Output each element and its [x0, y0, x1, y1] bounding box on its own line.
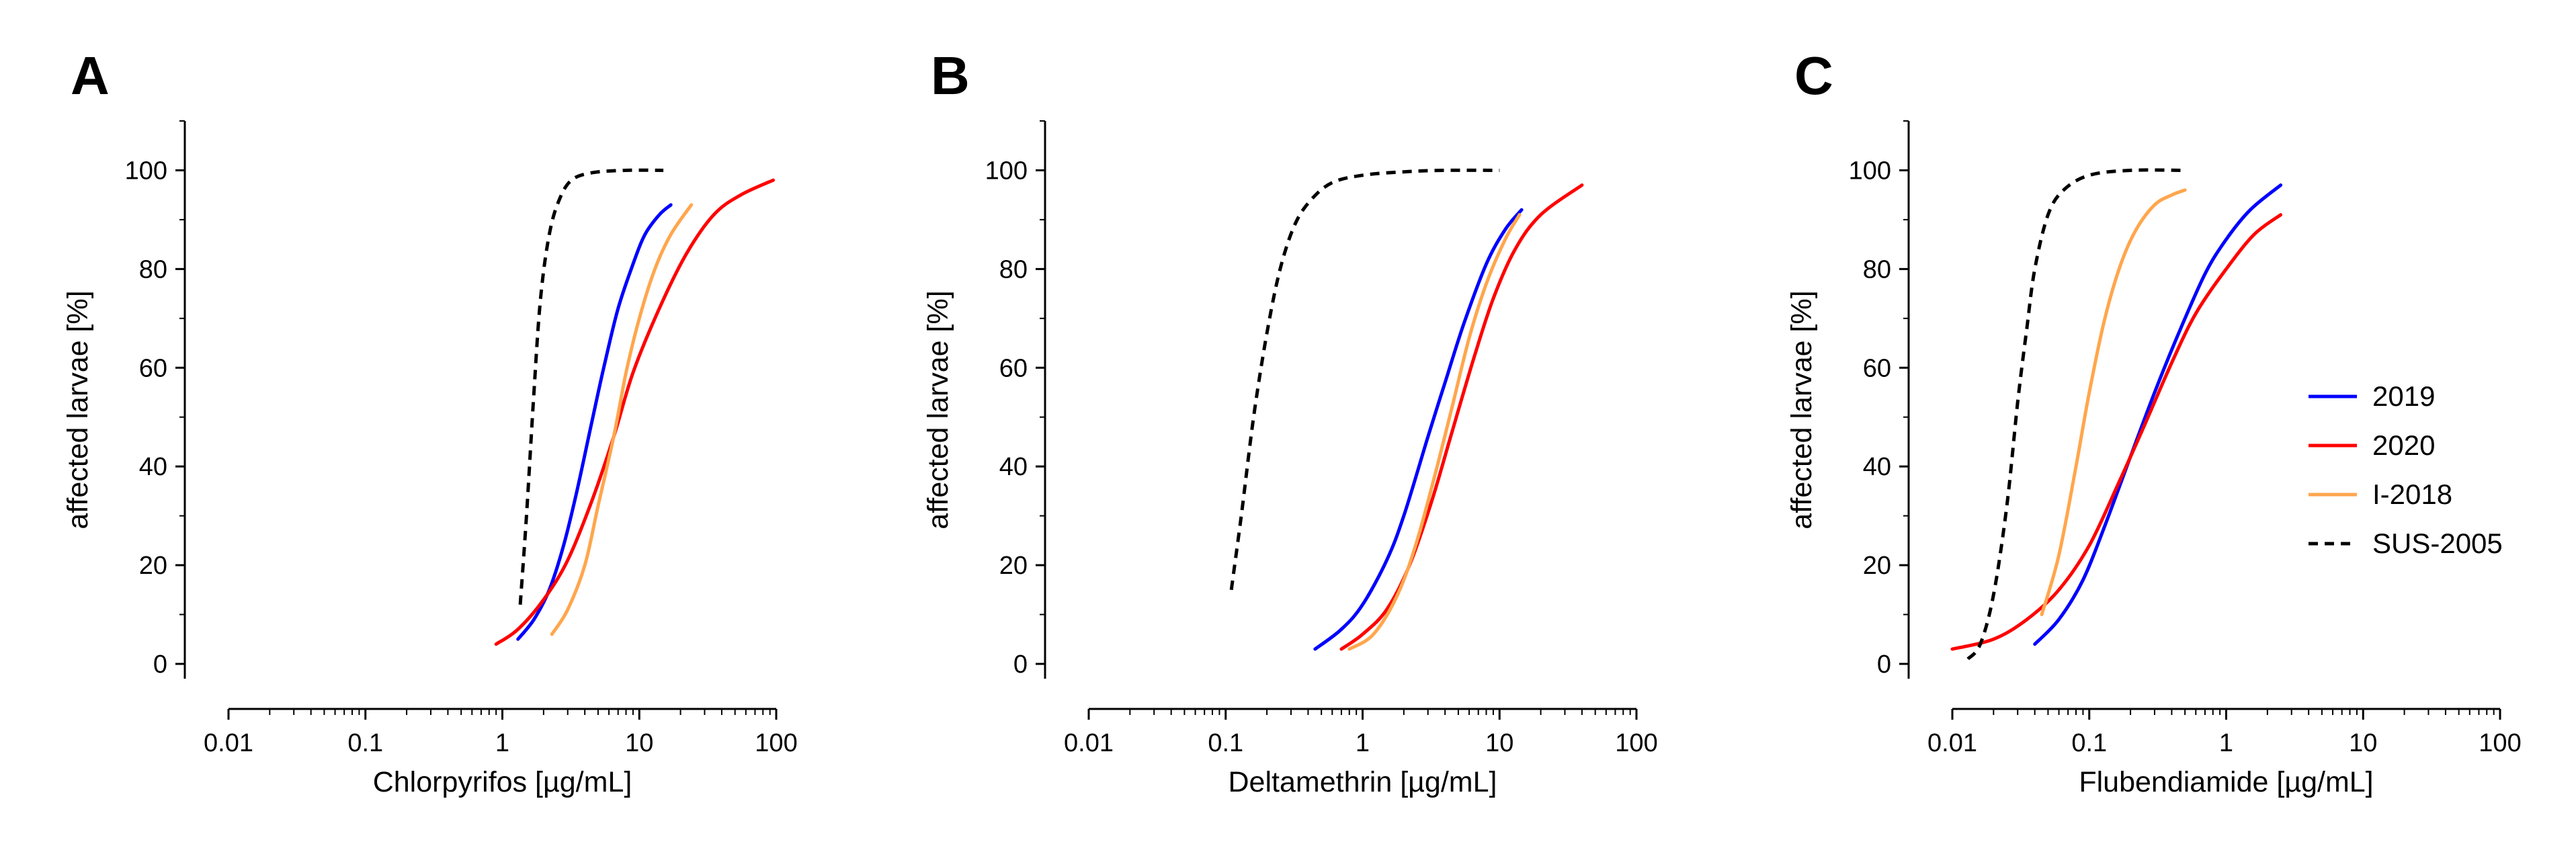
legend-label: I-2018 — [2372, 478, 2452, 510]
x-axis-title: Flubendiamide [µg/mL] — [2079, 766, 2373, 798]
series-line-i-2018 — [550, 203, 694, 636]
series-line-i-2018 — [2040, 188, 2187, 616]
y-tick-label: 60 — [139, 354, 167, 382]
panel-letter: C — [1794, 46, 1833, 106]
x-axis-title: Chlorpyrifos [µg/mL] — [373, 766, 632, 798]
x-tick-label: 0.1 — [2071, 729, 2107, 757]
panel-c: C 0 20 40 60 80 100 0.01 0.1 1 10 100 Flubendiamide … — [1786, 46, 2522, 798]
series-line-2019 — [2033, 183, 2283, 646]
panel-a: A 0 20 40 60 80 100 0.01 0.1 1 10 100 Chlorpyrifos [… — [62, 46, 798, 798]
series-line-2020 — [1950, 213, 2283, 651]
x-tick-label: 0.1 — [1208, 729, 1243, 757]
x-tick-label: 1 — [1356, 729, 1370, 757]
x-tick-label: 100 — [2479, 729, 2521, 757]
y-tick-label: 60 — [1863, 354, 1891, 382]
legend-label: SUS-2005 — [2372, 528, 2503, 559]
y-tick-label: 40 — [1863, 453, 1891, 481]
x-tick-label: 10 — [1485, 729, 1513, 757]
y-tick-label: 80 — [139, 255, 167, 284]
series-line-sus-2005 — [1966, 168, 2186, 661]
y-tick-label: 100 — [1849, 157, 1891, 185]
x-tick-label: 1 — [2219, 729, 2233, 757]
y-tick-label: 20 — [139, 552, 167, 580]
series-line-2019 — [516, 203, 673, 641]
series-line-2019 — [1313, 208, 1524, 651]
y-tick-label: 0 — [1013, 650, 1028, 679]
series-line-i-2018 — [1347, 213, 1522, 651]
legend-label: 2020 — [2372, 429, 2435, 461]
y-axis-title: affected larvae [%] — [1786, 290, 1818, 529]
x-tick-label: 100 — [755, 729, 797, 757]
legend-label: 2019 — [2372, 380, 2435, 412]
y-tick-label: 40 — [999, 453, 1028, 481]
x-tick-label: 10 — [2349, 729, 2377, 757]
y-tick-label: 40 — [139, 453, 167, 481]
panel-letter: B — [931, 46, 970, 106]
x-tick-label: 0.01 — [1064, 729, 1114, 757]
panel-letter: A — [71, 46, 110, 106]
y-tick-label: 20 — [1863, 552, 1891, 580]
x-tick-label: 0.01 — [1927, 729, 1977, 757]
x-tick-label: 0.1 — [347, 729, 383, 757]
y-tick-label: 100 — [985, 157, 1028, 185]
x-tick-label: 10 — [625, 729, 653, 757]
y-tick-label: 60 — [999, 354, 1028, 382]
x-tick-label: 1 — [495, 729, 509, 757]
x-tick-label: 100 — [1615, 729, 1657, 757]
y-axis-title: affected larvae [%] — [922, 290, 954, 529]
series-line-2020 — [1339, 183, 1584, 651]
series-line-sus-2005 — [518, 168, 664, 605]
y-tick-label: 80 — [1863, 255, 1891, 284]
y-tick-label: 80 — [999, 255, 1028, 284]
y-tick-label: 0 — [153, 650, 167, 679]
legend: 2019 2020 I-2018 SUS-2005 — [2309, 380, 2503, 559]
y-tick-label: 0 — [1877, 650, 1891, 679]
panel-b: B 0 20 40 60 80 100 0.01 0.1 1 10 100 Deltamethrin [… — [922, 46, 1658, 798]
series-line-sus-2005 — [1229, 168, 1500, 591]
y-axis-title: affected larvae [%] — [62, 290, 94, 529]
y-tick-label: 100 — [125, 157, 167, 185]
x-axis-title: Deltamethrin [µg/mL] — [1229, 766, 1497, 798]
y-tick-label: 20 — [999, 552, 1028, 580]
x-tick-label: 0.01 — [204, 729, 253, 757]
series-line-2020 — [494, 178, 775, 646]
